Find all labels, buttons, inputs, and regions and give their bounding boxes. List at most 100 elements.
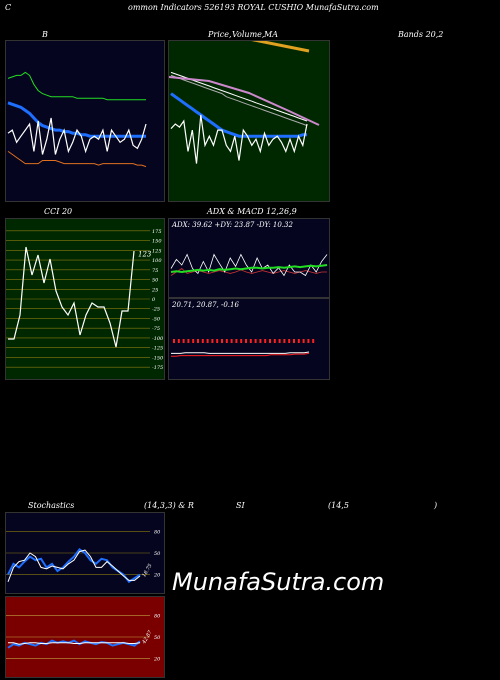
macd-histogram-bar [264, 339, 267, 343]
macd-line [171, 351, 310, 354]
cci-tick-label: -125 [152, 346, 163, 352]
price-ma-chart [169, 41, 320, 164]
bollinger-series-2 [7, 117, 147, 155]
cci-tick-label: -150 [152, 355, 164, 361]
ma-label: MA [264, 30, 278, 39]
macd-histogram-bar [269, 339, 271, 343]
macd-histogram-bar [225, 339, 228, 343]
bollinger-chart [7, 71, 147, 168]
macd-histogram-bar [211, 339, 214, 343]
price-series-0 [170, 71, 308, 122]
macd-histogram-bar [235, 339, 238, 343]
macd-panel: 20.71, 20.87, -0.16 [168, 298, 330, 380]
cci-tick-label: 100 [152, 258, 162, 264]
cci-tick-label: 175 [152, 229, 162, 235]
macd-histogram-bar [230, 339, 233, 343]
macd-signal-line [171, 352, 310, 357]
macd-histogram-bar [273, 339, 276, 343]
svg-stoch-last-value: 18.75 [141, 563, 153, 578]
cci-label: CCI 20 [44, 207, 73, 216]
bollinger-series-0 [7, 71, 146, 101]
macd-histogram-bar [187, 339, 190, 343]
cci-tick-label: -25 [152, 307, 160, 313]
macd-histogram-bar [201, 339, 204, 343]
cci-tick-label: -175 [152, 365, 163, 371]
macd-histogram-bar [182, 339, 185, 343]
macd-histogram-bar [206, 339, 209, 343]
adx-values-label: ADX: 39.62 +DY: 23.87 -DY: 10.32 [172, 221, 293, 229]
cci-panel: 175 150 125 100 75 50 25 0 -25 -50 -75 -100 -125 -150… [5, 218, 165, 380]
svg-rsi-last-value: 42.87 [141, 629, 154, 646]
macd-histogram-bar [197, 339, 199, 343]
macd-histogram-bar [240, 339, 243, 343]
macd-histogram-bar [278, 339, 281, 343]
macd-histogram-bar [302, 339, 305, 343]
rsi-panel: 80 50 20 42.87 [5, 596, 165, 678]
adx-chart [170, 253, 328, 277]
macd-histogram-bar [259, 339, 262, 343]
rsi-chart: 80 50 20 42.87 [6, 613, 161, 663]
macd-histogram-bar [293, 339, 295, 343]
rsi-si-label: SI [236, 501, 245, 510]
header-prefix: C [5, 3, 12, 12]
price-series-3 [170, 114, 308, 164]
macd-histogram-bar [192, 339, 195, 343]
cci-tick-label: 125 [152, 248, 162, 254]
macd-histogram-bar [307, 339, 310, 343]
bollinger-series-1 [7, 101, 146, 138]
price-ma-panel [168, 40, 330, 202]
macd-histogram-bar [177, 339, 180, 343]
svg-stoch-series-1 [7, 549, 141, 582]
macd-histogram-bar [221, 339, 223, 343]
macd-values-label: 20.71, 20.87, -0.16 [172, 301, 239, 309]
svg-stoch-tick-label: 20 [153, 573, 161, 579]
chart-header-title: ommon Indicators 526193 ROYAL CUSHIO Mun… [128, 3, 379, 12]
macd-histogram-bar [283, 339, 286, 343]
macd-histogram-bar [245, 339, 247, 343]
stoch-params-label: (14,3,3) & R [144, 501, 194, 510]
price-series-2 [170, 92, 307, 138]
macd-histogram-bar [216, 339, 219, 343]
price-label: Price, [208, 30, 232, 39]
bands-label: Bands 20,2 [398, 30, 444, 39]
cci-tick-label: -100 [152, 336, 164, 342]
adx-macd-label: ADX & MACD 12,26,9 [207, 207, 297, 216]
svg-rsi-tick-label: 80 [154, 613, 161, 619]
price-series-1 [170, 74, 308, 127]
macd-histogram-bar [254, 339, 257, 343]
cci-last-value: 123 [138, 250, 152, 258]
bollinger-series-3 [7, 150, 147, 168]
volume-label: Volume, [232, 30, 265, 39]
macd-histogram-bar [288, 339, 291, 343]
svg-stoch-tick-label: 80 [154, 529, 161, 535]
svg-rsi-tick-label: 50 [154, 635, 161, 641]
macd-histogram-bar [249, 339, 252, 343]
svg-rsi-series-0 [7, 639, 141, 649]
bollinger-label: B [42, 30, 48, 39]
watermark: MunafaSutra.com [172, 568, 385, 596]
cci-tick-label: -75 [152, 326, 160, 332]
cci-line [8, 246, 135, 348]
cci-tick-label: 75 [152, 268, 158, 274]
rsi-close-label: ) [434, 501, 438, 510]
cci-tick-label: 50 [152, 278, 159, 284]
bollinger-panel [5, 40, 165, 202]
svg-rsi-series-1 [8, 642, 141, 645]
stochastics-label: Stochastics [28, 501, 75, 510]
macd-histogram-bar [173, 339, 175, 343]
cci-tick-label: 150 [152, 239, 162, 245]
macd-histogram-bar [312, 339, 315, 343]
cci-tick-label: 0 [152, 297, 156, 303]
macd-histogram-bar [297, 339, 300, 343]
stochastics-panel: 80 50 20 18.75 [5, 512, 165, 594]
macd-chart [171, 339, 315, 357]
cci-tick-label: -50 [152, 316, 161, 322]
svg-stoch-tick-label: 50 [154, 551, 161, 557]
cci-tick-label: 25 [151, 287, 158, 293]
cci-chart: 175 150 125 100 75 50 25 0 -25 -50 -75 -100 -125 -150… [6, 229, 164, 371]
svg-rsi-tick-label: 20 [153, 657, 161, 663]
rsi-params-label: (14,5 [328, 501, 349, 510]
price-magenta-line [169, 76, 320, 126]
